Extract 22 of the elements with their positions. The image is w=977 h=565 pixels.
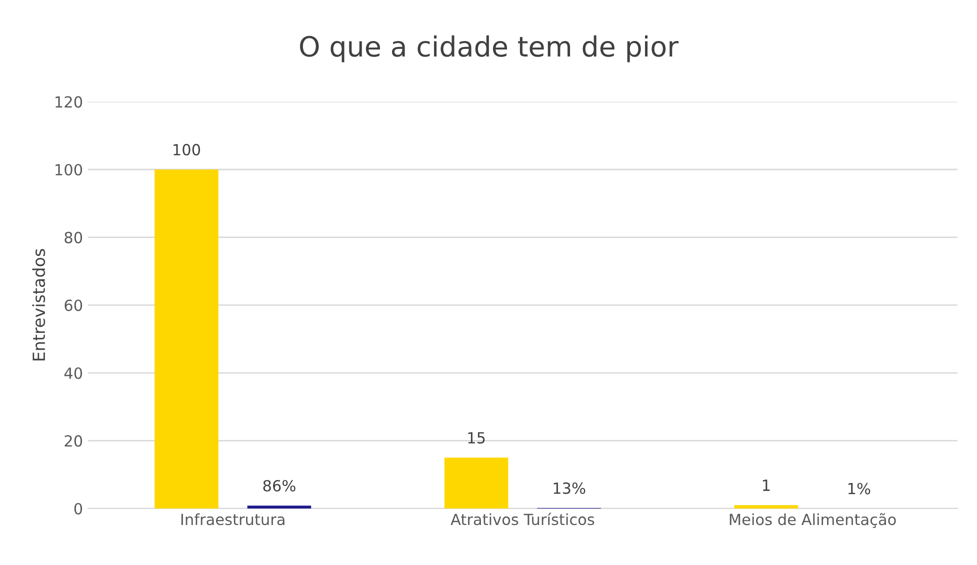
data-label: 13%: [554, 482, 586, 494]
y-tick-label: 80: [64, 232, 82, 244]
y-tick-label: 20: [64, 435, 82, 447]
bar: [154, 170, 218, 508]
chart-title: O que a cidade tem de pior: [300, 35, 679, 62]
data-label: 1: [762, 480, 770, 491]
x-tick-label: Atrativos Turísticos: [450, 512, 594, 526]
data-label: 15: [468, 432, 485, 444]
bar: [734, 505, 798, 508]
y-tick-label: 40: [64, 367, 82, 379]
x-tick-label: Infraestrutura: [181, 513, 284, 526]
y-tick-label: 0: [74, 502, 82, 515]
bar: [444, 458, 508, 508]
y-tick-label: 100: [56, 164, 82, 176]
y-axis-title: Entrevistados: [32, 249, 46, 360]
bar: [247, 506, 312, 508]
y-tick-label: 120: [56, 96, 82, 108]
data-label: 86%: [263, 480, 296, 492]
x-tick-label: Meios de Alimentação: [730, 513, 896, 528]
data-label: 1%: [848, 482, 870, 494]
y-tick-label: 60: [64, 300, 82, 312]
data-label: 100: [174, 144, 200, 156]
